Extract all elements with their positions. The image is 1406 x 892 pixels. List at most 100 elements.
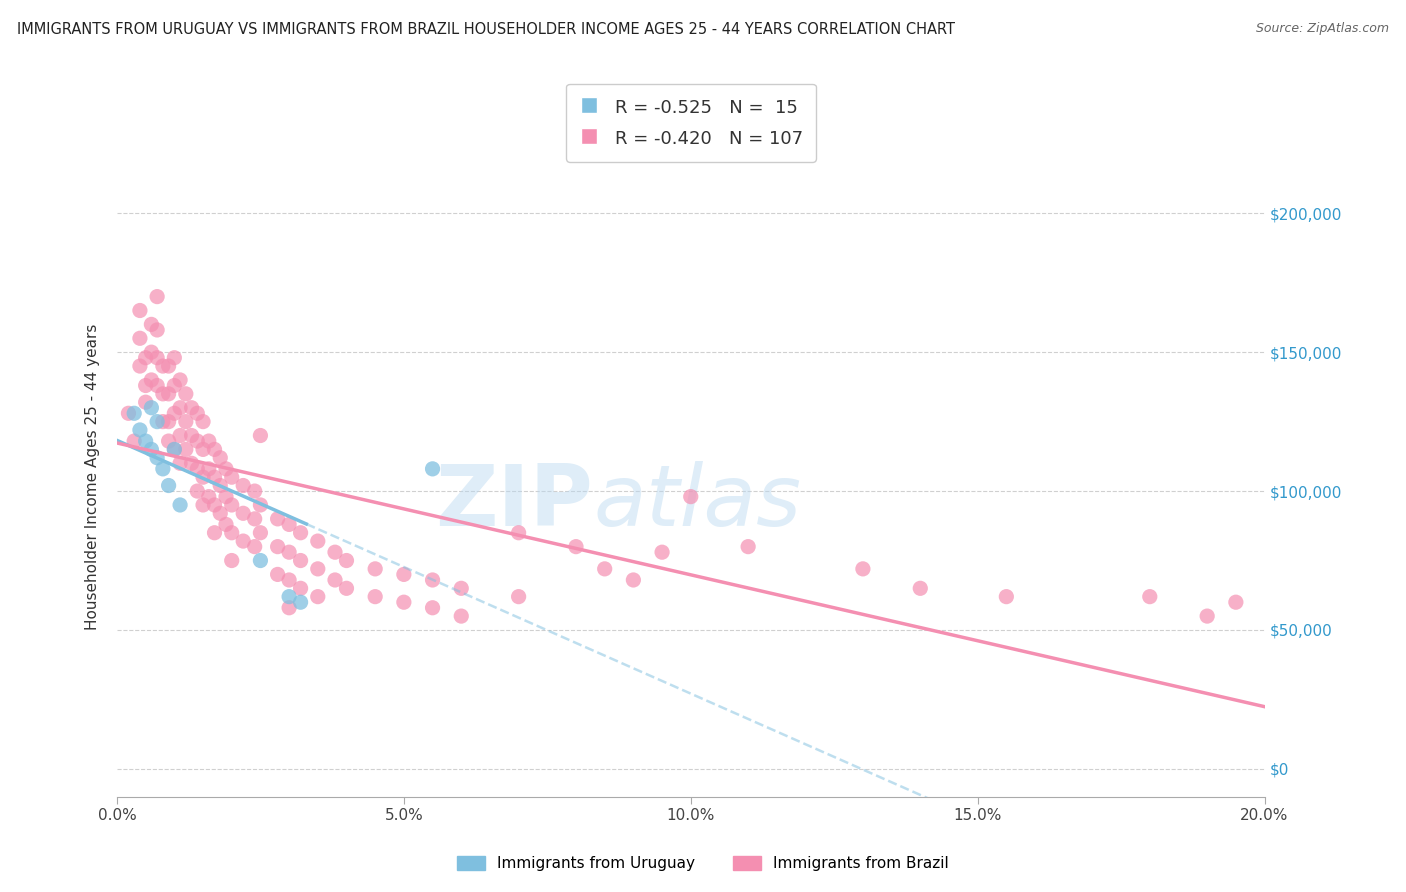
Point (737, 540, 759, 554)
Point (450, 582, 472, 596)
Point (910, 582, 932, 596)
Point (422, 462, 444, 476)
Point (169, 401, 191, 415)
Point (232, 506, 254, 520)
Point (232, 478, 254, 492)
Point (215, 490, 238, 504)
Point (146, 450, 169, 465)
Point (1197, 609, 1219, 624)
Point (186, 462, 208, 476)
Point (392, 595, 415, 609)
Point (852, 562, 875, 576)
Point (157, 359, 180, 373)
Point (135, 395, 157, 409)
Point (117, 406, 139, 420)
Point (152, 387, 174, 401)
Point (169, 498, 191, 512)
Point (146, 378, 169, 392)
Point (335, 582, 357, 596)
Point (186, 434, 208, 448)
Point (323, 545, 346, 559)
Legend: Immigrants from Uruguay, Immigrants from Brazil: Immigrants from Uruguay, Immigrants from… (451, 850, 955, 877)
Point (266, 512, 288, 526)
Point (191, 442, 214, 457)
Point (169, 428, 191, 442)
Y-axis label: Householder Income Ages 25 - 44 years: Householder Income Ages 25 - 44 years (86, 324, 100, 631)
Point (243, 484, 266, 499)
Point (278, 573, 301, 587)
Point (146, 323, 169, 337)
Point (141, 318, 163, 332)
Point (679, 490, 702, 504)
Point (323, 573, 346, 587)
Point (146, 290, 169, 304)
Point (122, 406, 145, 420)
Point (593, 562, 616, 576)
Text: Source: ZipAtlas.com: Source: ZipAtlas.com (1256, 22, 1389, 36)
Point (186, 406, 208, 420)
Point (290, 595, 312, 609)
Point (249, 525, 271, 540)
Point (163, 406, 186, 420)
Point (122, 434, 145, 448)
Point (508, 590, 530, 604)
Text: ZIP: ZIP (436, 461, 593, 544)
Point (1139, 590, 1161, 604)
Point (186, 484, 208, 499)
Point (221, 498, 243, 512)
Point (141, 345, 163, 359)
Point (157, 434, 180, 448)
Point (278, 600, 301, 615)
Legend: R = -0.525   N =  15, R = -0.420   N = 107: R = -0.525 N = 15, R = -0.420 N = 107 (567, 84, 815, 162)
Point (129, 423, 152, 437)
Point (422, 600, 444, 615)
Point (197, 462, 219, 476)
Point (157, 415, 180, 429)
Point (204, 470, 226, 484)
Point (221, 553, 243, 567)
Point (422, 573, 444, 587)
Point (278, 545, 301, 559)
Point (249, 428, 271, 442)
Point (278, 517, 301, 532)
Point (135, 351, 157, 365)
Point (191, 415, 214, 429)
Point (163, 442, 186, 457)
Point (266, 567, 288, 582)
Point (135, 378, 157, 392)
Point (651, 545, 673, 559)
Point (191, 470, 214, 484)
Point (290, 582, 312, 596)
Point (307, 534, 329, 549)
Point (163, 442, 186, 457)
Point (157, 387, 180, 401)
Point (146, 415, 169, 429)
Point (141, 373, 163, 387)
Point (141, 442, 163, 457)
Point (169, 456, 191, 470)
Point (152, 415, 174, 429)
Point (141, 401, 163, 415)
Point (278, 590, 301, 604)
Point (191, 498, 214, 512)
Point (243, 540, 266, 554)
Point (174, 387, 197, 401)
Point (204, 442, 226, 457)
Point (364, 590, 387, 604)
Point (174, 442, 197, 457)
Point (221, 525, 243, 540)
Point (307, 590, 329, 604)
Point (152, 462, 174, 476)
Point (266, 540, 288, 554)
Point (215, 517, 238, 532)
Point (204, 525, 226, 540)
Point (169, 373, 191, 387)
Point (221, 470, 243, 484)
Point (197, 490, 219, 504)
Point (209, 506, 232, 520)
Text: IMMIGRANTS FROM URUGUAY VS IMMIGRANTS FROM BRAZIL HOUSEHOLDER INCOME AGES 25 - 4: IMMIGRANTS FROM URUGUAY VS IMMIGRANTS FR… (17, 22, 955, 37)
Point (335, 553, 357, 567)
Point (180, 428, 202, 442)
Point (209, 478, 232, 492)
Point (180, 456, 202, 470)
